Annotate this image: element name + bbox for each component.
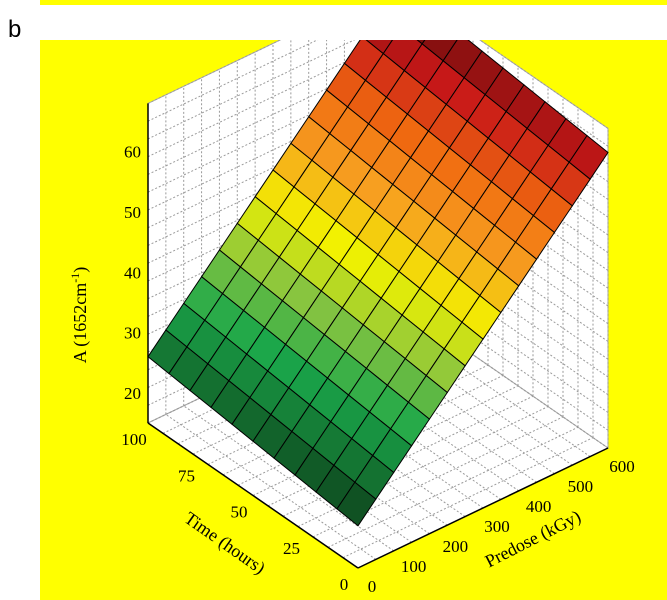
time-tick-label: 0 — [340, 575, 349, 594]
predose-axis-line — [357, 447, 609, 569]
gridline-floor-predose — [165, 414, 377, 560]
a-tick-label: 30 — [124, 324, 141, 343]
surface-cell — [336, 481, 377, 527]
a-tick-label: 60 — [124, 143, 141, 162]
top-border-band — [40, 0, 667, 5]
predose-tick-label: 300 — [484, 517, 510, 536]
axis-layer — [147, 103, 609, 569]
predose-tick-label: 600 — [609, 457, 635, 476]
a-tick-label: 20 — [124, 384, 141, 403]
panel-label: b — [8, 16, 22, 43]
time-tick-label: 25 — [283, 539, 300, 558]
a-axis-title: A (1652cm-1) — [68, 267, 91, 364]
a-tick-label: 50 — [124, 203, 141, 222]
predose-tick-label: 0 — [368, 577, 377, 596]
a-tick-label: 40 — [124, 263, 141, 282]
time-axis-line — [147, 422, 359, 569]
predose-tick-label: 500 — [568, 477, 594, 496]
time-tick-label: 75 — [178, 466, 195, 485]
predose-tick-label: 100 — [401, 557, 427, 576]
time-tick-label: 50 — [231, 503, 248, 522]
predose-tick-label: 400 — [526, 497, 552, 516]
time-tick-label: 100 — [121, 430, 147, 449]
gridline-floor-predose — [183, 405, 394, 552]
surface-chart: 010020030040050060002550751002030405060P… — [40, 40, 667, 600]
predose-tick-label: 200 — [443, 537, 469, 556]
surface-layer — [147, 40, 609, 527]
